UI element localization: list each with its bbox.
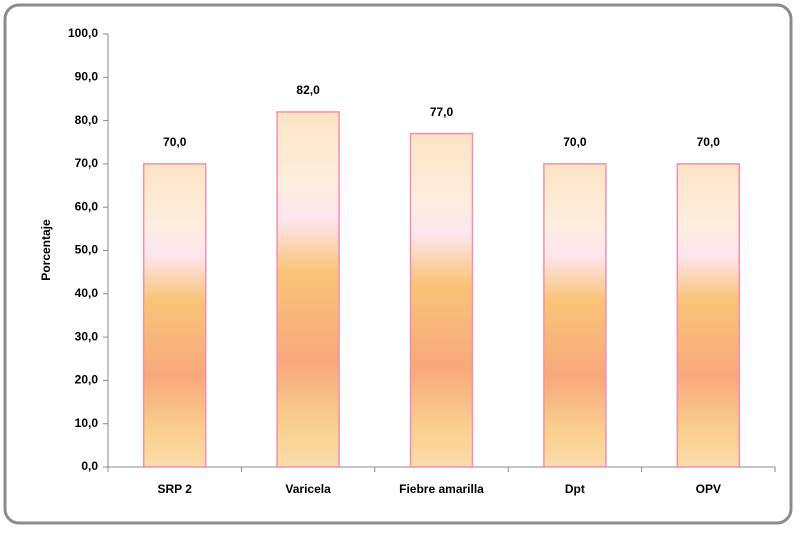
value-label: 70,0 bbox=[697, 135, 721, 149]
x-tick-label: SRP 2 bbox=[157, 482, 192, 496]
chart-frame bbox=[3, 3, 793, 525]
y-tick-label: 10,0 bbox=[75, 416, 99, 430]
bar bbox=[676, 163, 741, 468]
y-tick-label: 0,0 bbox=[81, 459, 98, 473]
y-tick-label: 30,0 bbox=[75, 329, 99, 343]
bar bbox=[409, 132, 474, 468]
y-tick-label: 20,0 bbox=[75, 373, 99, 387]
x-tick-label: Fiebre amarilla bbox=[399, 482, 484, 496]
x-tick-label: Varicela bbox=[285, 482, 331, 496]
y-tick-label: 100,0 bbox=[68, 26, 98, 40]
y-tick-label: 70,0 bbox=[75, 156, 99, 170]
y-tick-label: 80,0 bbox=[75, 113, 99, 127]
bar bbox=[142, 163, 207, 468]
x-tick-label: OPV bbox=[696, 482, 721, 496]
bar bbox=[276, 111, 340, 468]
y-tick-label: 60,0 bbox=[75, 199, 99, 213]
value-label: 70,0 bbox=[563, 135, 587, 149]
value-label: 77,0 bbox=[430, 105, 454, 119]
value-label: 70,0 bbox=[163, 135, 187, 149]
x-tick-label: Dpt bbox=[565, 482, 585, 496]
y-tick-label: 90,0 bbox=[75, 69, 99, 83]
y-tick-label: 40,0 bbox=[75, 286, 99, 300]
y-axis-label: Porcentaje bbox=[39, 219, 53, 281]
y-tick-label: 50,0 bbox=[75, 243, 99, 257]
bar bbox=[543, 163, 607, 468]
value-label: 82,0 bbox=[296, 83, 320, 97]
